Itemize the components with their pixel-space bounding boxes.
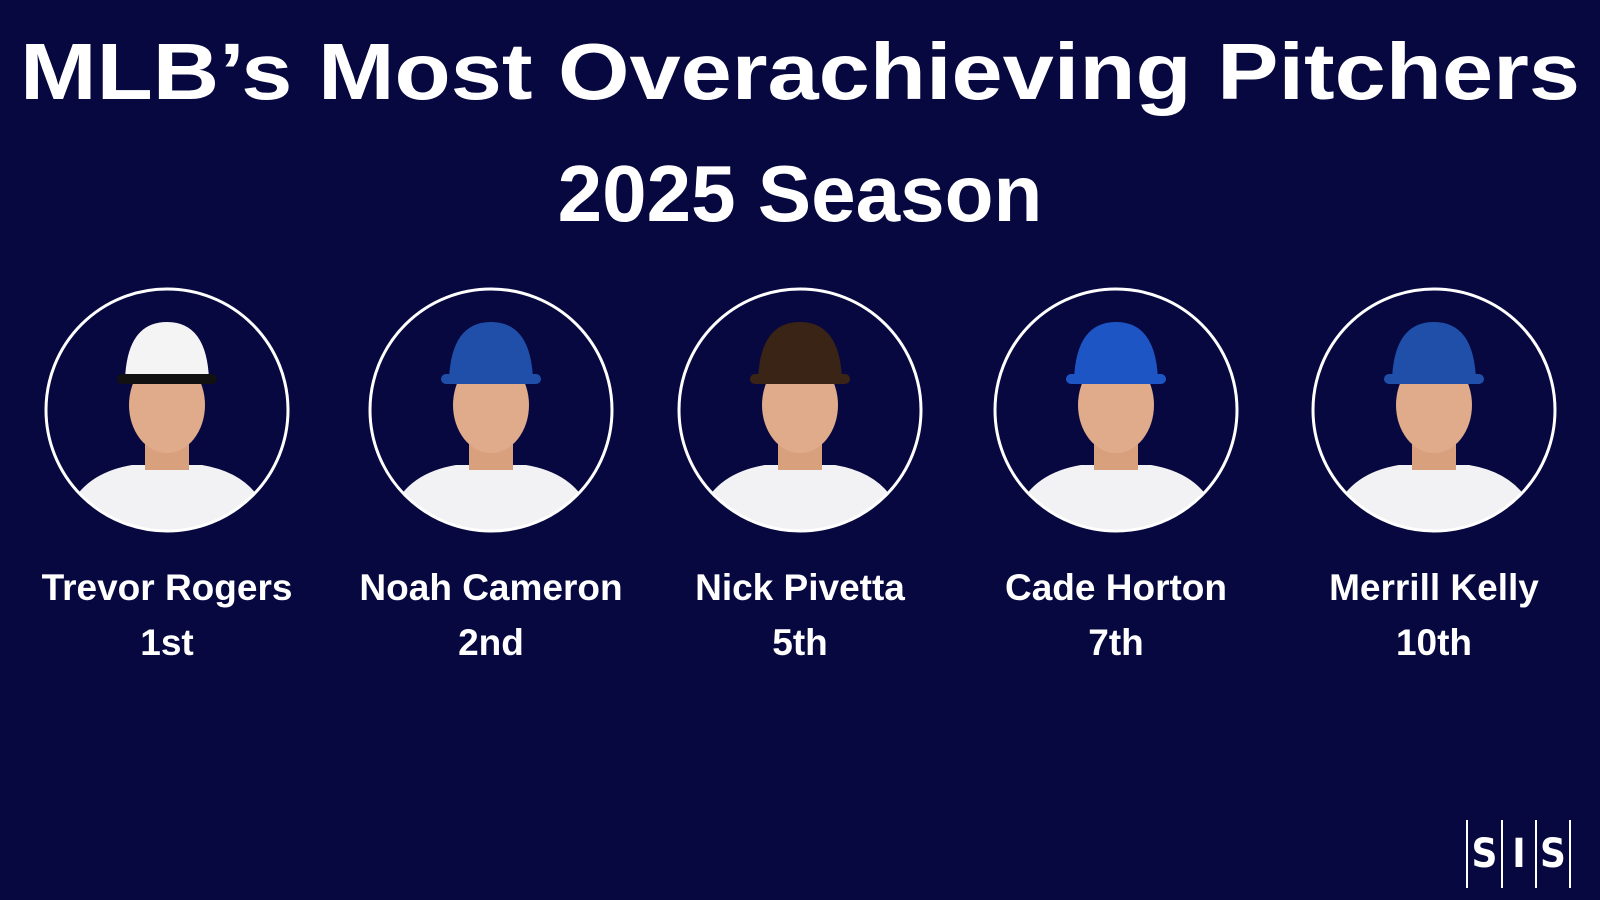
jersey bbox=[1011, 465, 1221, 531]
cap-brim bbox=[750, 374, 850, 384]
logo-letter: I bbox=[1512, 831, 1525, 877]
logo-letter: S bbox=[1472, 831, 1498, 877]
players: Trevor Rogers 1st Noah Cameron 2nd Nick Pive… bbox=[42, 287, 1557, 663]
player-photo bbox=[370, 289, 612, 531]
photo-border bbox=[368, 287, 614, 533]
player-name: Merrill Kelly bbox=[1329, 567, 1539, 608]
player-name: Cade Horton bbox=[1005, 567, 1227, 608]
photo-border bbox=[677, 287, 923, 533]
player-photo bbox=[679, 289, 921, 531]
cap-brim bbox=[441, 374, 541, 384]
jersey bbox=[695, 465, 905, 531]
jersey bbox=[386, 465, 596, 531]
photo-border bbox=[993, 287, 1239, 533]
cap bbox=[1074, 322, 1158, 380]
title-line: MLB’s Most Overachieving Pitchers bbox=[20, 27, 1580, 116]
player-photo bbox=[1313, 289, 1555, 531]
photo-border bbox=[44, 287, 290, 533]
jersey bbox=[1329, 465, 1539, 531]
cap-brim bbox=[117, 374, 217, 384]
photo-border bbox=[1311, 287, 1557, 533]
cap bbox=[125, 322, 209, 380]
cap-brim bbox=[1066, 374, 1166, 384]
player-rank: 7th bbox=[1088, 622, 1144, 663]
player-name: Trevor Rogers bbox=[42, 567, 293, 608]
cap-brim bbox=[1384, 374, 1484, 384]
logo-letter: S bbox=[1540, 831, 1566, 877]
player-photo bbox=[995, 289, 1237, 531]
cap bbox=[449, 322, 533, 380]
player-name: Nick Pivetta bbox=[695, 567, 905, 608]
cap bbox=[758, 322, 842, 380]
player-rank: 5th bbox=[772, 622, 828, 663]
jersey bbox=[62, 465, 272, 531]
player-photo bbox=[46, 289, 288, 531]
player-name: Noah Cameron bbox=[359, 567, 622, 608]
title-line: 2025 Season bbox=[558, 149, 1043, 238]
player-rank: 10th bbox=[1396, 622, 1472, 663]
cap bbox=[1392, 322, 1476, 380]
player-rank: 1st bbox=[140, 622, 193, 663]
player-rank: 2nd bbox=[458, 622, 524, 663]
